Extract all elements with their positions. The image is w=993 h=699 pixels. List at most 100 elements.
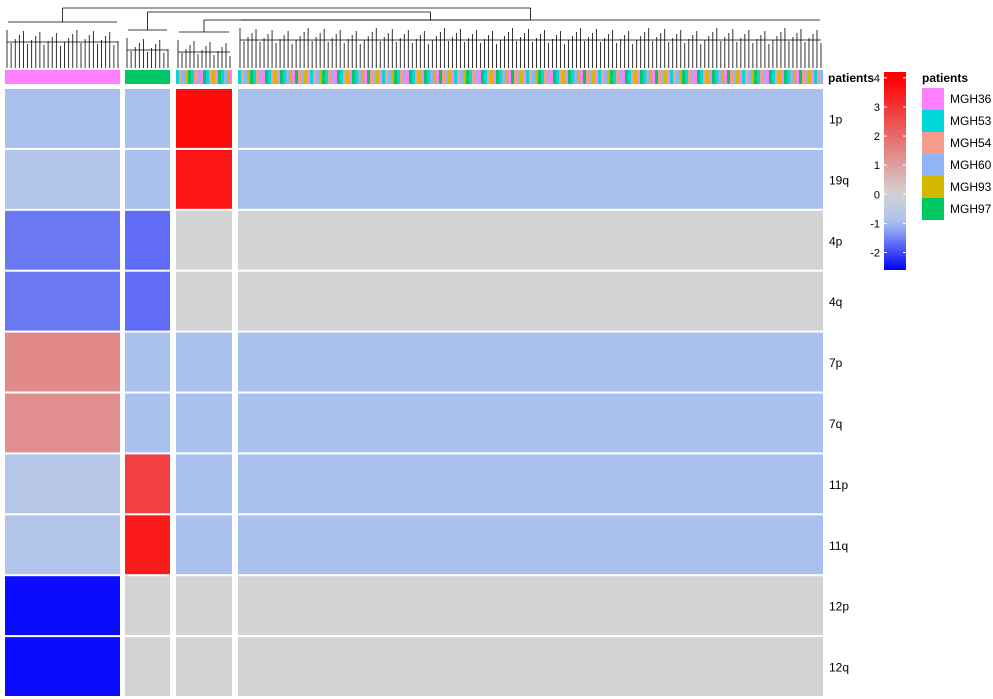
- patients-legend: patients MGH36 MGH53 MGH54 MGH60 MGH93 MGH97: [922, 71, 992, 220]
- legend-swatch-mgh93: [922, 176, 944, 198]
- annotation-stripe: [697, 70, 700, 84]
- annotation-stripe: [191, 70, 194, 84]
- heatmap-cell-4q-cluster-3: [176, 271, 232, 331]
- annotation-stripe: [364, 70, 367, 84]
- annotation-stripe: [643, 70, 646, 84]
- annotation-stripe: [212, 70, 215, 84]
- annotation-stripe: [670, 70, 673, 84]
- annotation-title: patients: [828, 71, 874, 85]
- annotation-stripe: [661, 70, 664, 84]
- annotation-stripe: [194, 70, 197, 84]
- annotation-stripe: [586, 70, 589, 84]
- heatmap-cell-1p-cluster-3: [176, 89, 232, 148]
- annotation-stripe: [221, 70, 224, 84]
- legend-label-mgh60: MGH60: [950, 158, 992, 172]
- annotation-stripe: [781, 70, 784, 84]
- heatmap-cell-11p-cluster-2: [125, 454, 170, 514]
- annotation-stripe: [805, 70, 808, 84]
- row-label-4p: 4p: [829, 234, 843, 248]
- annotation-stripe: [790, 70, 793, 84]
- annotation-stripe: [763, 70, 766, 84]
- row-label-12p: 12p: [829, 600, 849, 614]
- annotation-stripe: [745, 70, 748, 84]
- annotation-stripe: [373, 70, 376, 84]
- annotation-stripe: [409, 70, 412, 84]
- annotation-stripe: [209, 70, 212, 84]
- annotation-stripe: [376, 70, 379, 84]
- annotation-stripe: [460, 70, 463, 84]
- annotation-cluster-2: [125, 70, 170, 84]
- annotation-stripe: [394, 70, 397, 84]
- legend-label-mgh97: MGH97: [950, 202, 992, 216]
- annotation-stripe: [703, 70, 706, 84]
- annotation-stripe: [433, 70, 436, 84]
- annotation-stripe: [517, 70, 520, 84]
- annotation-stripe: [640, 70, 643, 84]
- colorbar-tick-label: 1: [874, 160, 880, 172]
- colorbar: 4 3 2 1 0 -1 -2: [870, 72, 906, 270]
- colorbar-tick-label: -1: [870, 218, 880, 230]
- annotation-stripe: [574, 70, 577, 84]
- annotation-stripe: [313, 70, 316, 84]
- legend-label-mgh53: MGH53: [950, 114, 992, 128]
- heatmap-cell-4p-cluster-1: [5, 210, 120, 270]
- annotation-stripe: [775, 70, 778, 84]
- annotation-stripe: [203, 70, 206, 84]
- annotation-stripe: [664, 70, 667, 84]
- legend-title: patients: [922, 71, 968, 85]
- annotation-stripe: [355, 70, 358, 84]
- annotation-stripe: [304, 70, 307, 84]
- annotation-stripe: [583, 70, 586, 84]
- annotation-stripe: [379, 70, 382, 84]
- annotation-stripe: [430, 70, 433, 84]
- annotation-stripe: [415, 70, 418, 84]
- annotation-stripe: [286, 70, 289, 84]
- colorbar-tick-label: 2: [874, 131, 880, 143]
- row-label-19q: 19q: [829, 173, 849, 187]
- annotation-stripe: [484, 70, 487, 84]
- row-label-7p: 7p: [829, 356, 843, 370]
- annotation-stripe: [230, 70, 232, 84]
- annotation-stripe: [652, 70, 655, 84]
- annotation-stripe: [463, 70, 466, 84]
- annotation-stripe: [188, 70, 191, 84]
- annotation-stripe: [412, 70, 415, 84]
- heatmap-cell-11q-cluster-2: [125, 515, 170, 575]
- annotation-stripe: [352, 70, 355, 84]
- annotation-stripe: [289, 70, 292, 84]
- heatmap-cell-19q-cluster-3: [176, 149, 232, 209]
- annotation-stripe: [715, 70, 718, 84]
- annotation-stripe: [334, 70, 337, 84]
- heatmap-cell-7p-cluster-3: [176, 332, 232, 392]
- annotation-stripe: [580, 70, 583, 84]
- annotation-stripe: [811, 70, 814, 84]
- annotation-stripe: [448, 70, 451, 84]
- row-label-11p: 11p: [829, 478, 848, 492]
- annotation-stripe: [316, 70, 319, 84]
- heatmap-cell-12p-cluster-2: [125, 576, 170, 636]
- annotation-stripe: [604, 70, 607, 84]
- annotation-stripe: [451, 70, 454, 84]
- annotation-stripe: [442, 70, 445, 84]
- annotation-cluster-4: [238, 70, 823, 84]
- annotation-stripe: [799, 70, 802, 84]
- annotation-stripe: [424, 70, 427, 84]
- heatmap-cell-7p-cluster-1: [5, 332, 120, 392]
- annotation-stripe: [796, 70, 799, 84]
- annotation-stripe: [808, 70, 811, 84]
- annotation-stripe: [445, 70, 448, 84]
- annotation-stripe: [706, 70, 709, 84]
- annotation-stripe: [505, 70, 508, 84]
- annotation-stripe: [637, 70, 640, 84]
- colorbar-tick-label: -2: [870, 248, 880, 260]
- annotation-stripe: [382, 70, 385, 84]
- annotation-stripe: [397, 70, 400, 84]
- annotation-stripe: [628, 70, 631, 84]
- annotation-stripe: [224, 70, 227, 84]
- annotation-stripe: [730, 70, 733, 84]
- annotation-stripe: [733, 70, 736, 84]
- heatmap-cell-7q-cluster-4: [238, 393, 823, 453]
- heatmap-cell-4q-cluster-4: [238, 271, 823, 331]
- annotation-stripe: [754, 70, 757, 84]
